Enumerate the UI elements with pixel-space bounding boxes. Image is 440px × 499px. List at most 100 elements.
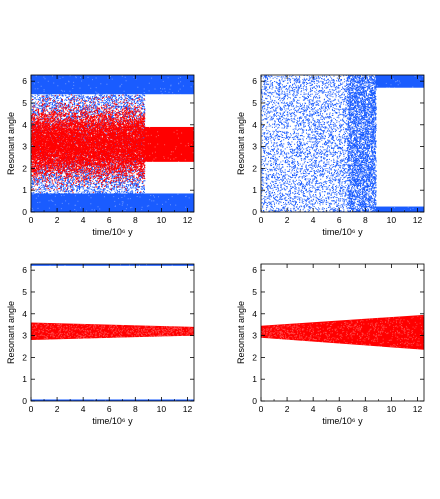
solid-region bbox=[144, 126, 194, 162]
scatter-region-2 bbox=[31, 399, 194, 401]
y-tick-label: 0 bbox=[22, 207, 27, 217]
x-tick-label: 12 bbox=[413, 404, 423, 414]
y-tick-label: 5 bbox=[22, 98, 27, 108]
plot-area bbox=[261, 75, 424, 212]
x-axis-label: time/10⁶ y bbox=[92, 227, 133, 237]
y-tick-label: 3 bbox=[252, 331, 257, 341]
series-1 bbox=[261, 314, 424, 351]
y-tick-label: 4 bbox=[22, 309, 27, 319]
x-tick-label: 8 bbox=[133, 404, 138, 414]
x-tick-label: 4 bbox=[311, 215, 316, 225]
x-tick-label: 0 bbox=[259, 404, 264, 414]
scatter-region-2 bbox=[31, 193, 194, 212]
x-tick-label: 6 bbox=[107, 215, 112, 225]
x-axis-label: time/10⁶ y bbox=[322, 227, 363, 237]
x-tick-label: 2 bbox=[55, 215, 60, 225]
x-tick-label: 4 bbox=[81, 215, 86, 225]
y-tick-label: 3 bbox=[22, 142, 27, 152]
scatter-region-1 bbox=[31, 264, 194, 267]
y-tick-label: 6 bbox=[252, 265, 257, 275]
y-tick-label: 5 bbox=[22, 287, 27, 297]
x-tick-label: 8 bbox=[133, 215, 138, 225]
y-tick-label: 1 bbox=[22, 185, 27, 195]
scatter-region-3 bbox=[375, 206, 424, 212]
y-tick-label: 2 bbox=[22, 163, 27, 173]
y-tick-label: 3 bbox=[22, 331, 27, 341]
scatter-points bbox=[31, 94, 146, 194]
x-tick-label: 10 bbox=[157, 404, 167, 414]
x-tick-label: 0 bbox=[29, 404, 34, 414]
x-tick-label: 4 bbox=[81, 404, 86, 414]
y-axis-label: Resonant angle bbox=[236, 301, 246, 364]
x-tick-label: 2 bbox=[285, 215, 290, 225]
x-tick-label: 8 bbox=[363, 404, 368, 414]
x-tick-label: 10 bbox=[387, 215, 397, 225]
scatter-region-2 bbox=[375, 75, 424, 89]
series-1 bbox=[31, 264, 194, 401]
y-tick-label: 0 bbox=[22, 396, 27, 406]
y-tick-label: 3 bbox=[252, 142, 257, 152]
scatter-region-1 bbox=[261, 75, 377, 212]
plot-frame bbox=[30, 74, 195, 213]
y-tick-label: 0 bbox=[252, 207, 257, 217]
y-tick-label: 1 bbox=[252, 374, 257, 384]
band bbox=[31, 322, 194, 340]
solid-region bbox=[375, 206, 424, 212]
x-tick-label: 12 bbox=[413, 215, 423, 225]
x-tick-label: 6 bbox=[337, 215, 342, 225]
solid-region bbox=[31, 193, 194, 212]
x-tick-label: 10 bbox=[157, 215, 167, 225]
scatter-region-1 bbox=[31, 94, 146, 194]
y-tick-label: 6 bbox=[252, 76, 257, 86]
solid-region bbox=[31, 264, 194, 266]
y-tick-label: 0 bbox=[252, 396, 257, 406]
scatter-region-1 bbox=[31, 75, 194, 96]
plot-area bbox=[261, 314, 424, 351]
y-tick-label: 2 bbox=[22, 352, 27, 362]
x-tick-label: 6 bbox=[337, 404, 342, 414]
y-axis-label: Resonant angle bbox=[6, 301, 16, 364]
x-tick-label: 8 bbox=[363, 215, 368, 225]
solid-region bbox=[31, 399, 194, 401]
y-tick-label: 5 bbox=[252, 287, 257, 297]
band bbox=[261, 314, 424, 350]
y-axis-label: Resonant angle bbox=[236, 112, 246, 175]
y-tick-label: 6 bbox=[22, 76, 27, 86]
scatter-points bbox=[261, 75, 377, 212]
plot-frame bbox=[260, 263, 425, 402]
x-tick-label: 0 bbox=[259, 215, 264, 225]
x-tick-label: 10 bbox=[387, 404, 397, 414]
y-tick-label: 6 bbox=[22, 265, 27, 275]
x-tick-label: 2 bbox=[55, 404, 60, 414]
x-tick-label: 6 bbox=[107, 404, 112, 414]
plot-frame bbox=[30, 263, 195, 402]
y-tick-label: 1 bbox=[22, 374, 27, 384]
plot-area bbox=[31, 75, 194, 212]
x-tick-label: 4 bbox=[311, 404, 316, 414]
solid-region bbox=[375, 75, 424, 88]
y-tick-label: 2 bbox=[252, 352, 257, 362]
x-tick-label: 2 bbox=[285, 404, 290, 414]
x-axis-label: time/10⁶ y bbox=[92, 416, 133, 426]
y-tick-label: 4 bbox=[252, 120, 257, 130]
y-tick-label: 2 bbox=[252, 163, 257, 173]
series-2 bbox=[31, 322, 194, 341]
series-1 bbox=[261, 75, 424, 212]
series-2 bbox=[31, 94, 194, 194]
plot-frame bbox=[260, 74, 425, 213]
y-axis-label: Resonant angle bbox=[6, 112, 16, 175]
x-axis-label: time/10⁶ y bbox=[322, 416, 363, 426]
x-tick-label: 12 bbox=[183, 215, 193, 225]
scatter-region-2 bbox=[144, 126, 194, 163]
x-tick-label: 0 bbox=[29, 215, 34, 225]
band-texture bbox=[31, 323, 194, 341]
plot-area bbox=[31, 264, 194, 401]
x-tick-label: 12 bbox=[183, 404, 193, 414]
solid-region bbox=[31, 75, 194, 95]
y-tick-label: 1 bbox=[252, 185, 257, 195]
